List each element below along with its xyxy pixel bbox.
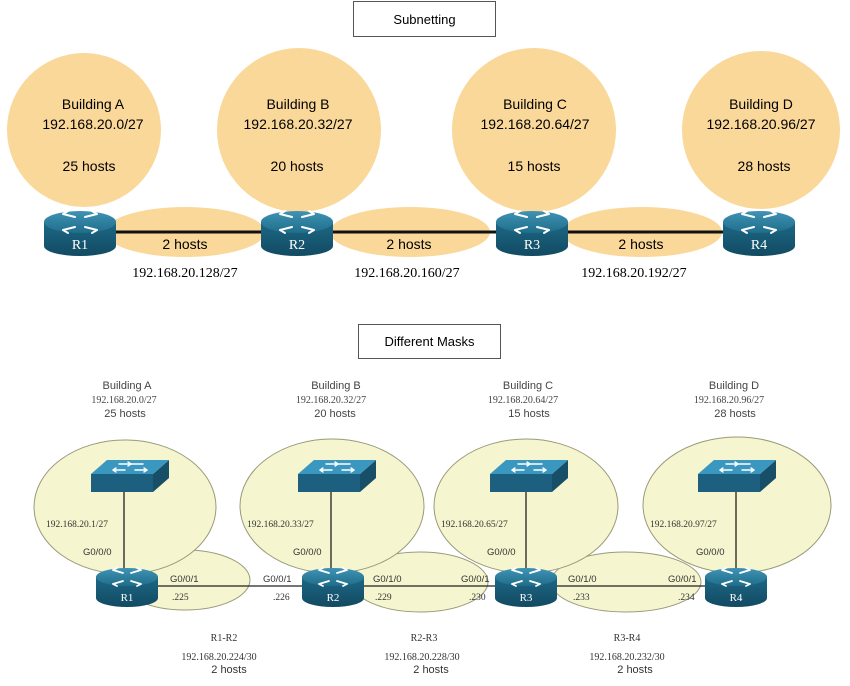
router-label: R2 xyxy=(289,238,305,253)
gateway-address: 192.168.20.97/27 xyxy=(650,520,717,530)
lan-interface: G0/0/0 xyxy=(83,547,112,558)
building-hosts: 20 hosts xyxy=(271,158,324,174)
router-label: R3 xyxy=(524,238,540,253)
switch-icon xyxy=(91,460,169,492)
router-label: R1 xyxy=(72,238,88,253)
building-hosts: 15 hosts xyxy=(508,408,550,420)
router-label: R3 xyxy=(520,592,533,604)
building-network: 192.168.20.32/27 xyxy=(244,116,353,132)
link-network: 192.168.20.232/30 xyxy=(589,652,664,663)
link-hosts: 2 hosts xyxy=(211,664,247,676)
link-name: R2-R3 xyxy=(411,633,438,644)
link-hosts: 2 hosts xyxy=(162,236,207,252)
link-network: 192.168.20.160/27 xyxy=(354,266,459,281)
building-hosts: 25 hosts xyxy=(63,158,116,174)
interface-name: G0/0/1 xyxy=(170,574,199,585)
link-network: 192.168.20.224/30 xyxy=(181,652,256,663)
interface-ip: .229 xyxy=(375,593,392,603)
lan-interface: G0/0/0 xyxy=(293,547,322,558)
gateway-address: 192.168.20.1/27 xyxy=(46,520,108,530)
top-link-labels: 2 hosts 192.168.20.128/27 2 hosts 192.16… xyxy=(132,236,686,281)
different-masks-title: Different Masks xyxy=(358,324,501,359)
bottom-links xyxy=(123,486,737,587)
link-hosts: 2 hosts xyxy=(386,236,431,252)
building-network: 192.168.20.0/27 xyxy=(42,116,143,132)
router-icon: R1 xyxy=(96,567,158,607)
link-name: R1-R2 xyxy=(211,633,238,644)
router-icon: R2 xyxy=(261,210,333,256)
interface-ip: .230 xyxy=(469,593,486,603)
router-icon: R3 xyxy=(496,210,568,256)
link-hosts: 2 hosts xyxy=(618,236,663,252)
building-network: 192.168.20.64/27 xyxy=(481,116,590,132)
building-name: Building B xyxy=(266,96,329,112)
building-network: 192.168.20.0/27 xyxy=(91,395,156,406)
interface-name: G0/1/0 xyxy=(568,574,597,585)
top-routers: R1 R2 R3 xyxy=(44,210,795,256)
interface-name: G0/0/1 xyxy=(461,574,490,585)
router-label: R4 xyxy=(730,592,743,604)
building-network: 192.168.20.64/27 xyxy=(488,395,558,406)
building-network: 192.168.20.96/27 xyxy=(707,116,816,132)
building-name: Building A xyxy=(62,96,125,112)
interface-ip: .226 xyxy=(273,593,290,603)
top-building-a: Building A 192.168.20.0/27 25 hosts xyxy=(42,96,143,174)
building-name: Building D xyxy=(729,96,793,112)
link-hosts: 2 hosts xyxy=(617,664,653,676)
building-name: Building C xyxy=(503,380,553,392)
interface-ip: .233 xyxy=(573,593,590,603)
top-background xyxy=(7,48,840,257)
bottom-gateway-labels: 192.168.20.1/27 G0/0/0 192.168.20.33/27 … xyxy=(46,520,725,558)
building-hosts: 15 hosts xyxy=(508,158,561,174)
building-hosts: 28 hosts xyxy=(738,158,791,174)
link-hosts: 2 hosts xyxy=(413,664,449,676)
gateway-address: 192.168.20.33/27 xyxy=(247,520,314,530)
building-name: Building D xyxy=(709,380,759,392)
router-label: R2 xyxy=(327,592,340,604)
link-network: 192.168.20.228/30 xyxy=(384,652,459,663)
top-building-d: Building D 192.168.20.96/27 28 hosts xyxy=(707,96,816,174)
bottom-background xyxy=(33,436,832,613)
subnetting-title-text: Subnetting xyxy=(393,11,456,27)
building-name: Building C xyxy=(503,96,567,112)
interface-ip: .225 xyxy=(172,593,189,603)
bottom-link-labels: R1-R2 192.168.20.224/30 2 hosts R2-R3 19… xyxy=(181,633,664,676)
lan-interface: G0/0/0 xyxy=(487,547,516,558)
gateway-address: 192.168.20.65/27 xyxy=(441,520,508,530)
link-network: 192.168.20.128/27 xyxy=(132,266,237,281)
lan-interface: G0/0/0 xyxy=(696,547,725,558)
subnetting-title: Subnetting xyxy=(353,1,496,37)
building-hosts: 28 hosts xyxy=(714,408,756,420)
bottom-interface-labels: G0/0/1 .225 G0/0/1 .226 G0/1/0 .229 G0/0… xyxy=(170,574,697,603)
link-name: R3-R4 xyxy=(614,633,641,644)
switch-icon xyxy=(490,460,568,492)
router-icon: R4 xyxy=(705,567,767,607)
interface-name: G0/1/0 xyxy=(373,574,402,585)
building-name: Building B xyxy=(311,380,361,392)
router-icon: R4 xyxy=(723,210,795,256)
building-name: Building A xyxy=(103,380,153,392)
switch-icon xyxy=(298,460,376,492)
link-network: 192.168.20.192/27 xyxy=(581,266,686,281)
interface-name: G0/0/1 xyxy=(668,574,697,585)
interface-ip: .234 xyxy=(678,593,695,603)
bottom-routers: R1 R2 R3 xyxy=(96,567,767,607)
router-icon: R3 xyxy=(495,567,557,607)
top-building-b: Building B 192.168.20.32/27 20 hosts xyxy=(244,96,353,174)
router-icon: R1 xyxy=(44,210,116,256)
switch-icon xyxy=(698,460,776,492)
building-network: 192.168.20.96/27 xyxy=(694,395,764,406)
router-label: R1 xyxy=(121,592,134,604)
router-label: R4 xyxy=(751,238,767,253)
different-masks-title-text: Different Masks xyxy=(384,334,475,349)
top-building-c: Building C 192.168.20.64/27 15 hosts xyxy=(481,96,590,174)
bottom-building-labels: Building A 192.168.20.0/27 25 hosts Buil… xyxy=(91,380,764,420)
building-network: 192.168.20.32/27 xyxy=(296,395,366,406)
bottom-switches xyxy=(91,460,776,492)
building-hosts: 20 hosts xyxy=(314,408,356,420)
router-icon: R2 xyxy=(302,567,364,607)
building-hosts: 25 hosts xyxy=(104,408,146,420)
interface-name: G0/0/1 xyxy=(263,574,292,585)
